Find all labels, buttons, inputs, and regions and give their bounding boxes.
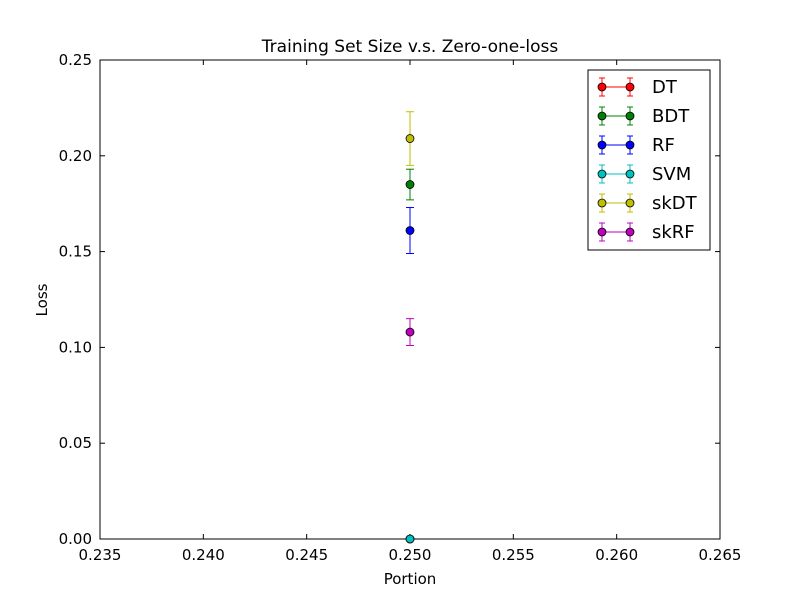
data-point-skDT [405, 134, 415, 143]
legend-marker [625, 111, 635, 121]
x-tick-label: 0.245 [285, 546, 328, 564]
legend-marker [625, 82, 635, 92]
y-tick-label: 0.00 [59, 530, 92, 548]
x-tick-label: 0.250 [389, 546, 432, 564]
legend-item-SVM: SVM [597, 164, 691, 185]
data-point-skRF [405, 327, 415, 337]
legend-item-skDT: skDT [597, 193, 698, 214]
series-BDT [405, 168, 415, 201]
y-tick-label: 0.15 [59, 243, 92, 261]
legend-marker [625, 198, 635, 208]
legend-label: RF [652, 135, 675, 156]
data-point-SVM [405, 534, 415, 544]
series-skDT [405, 111, 415, 166]
x-tick-label: 0.265 [699, 546, 742, 564]
y-tick-label: 0.10 [59, 338, 92, 356]
x-tick-label: 0.255 [492, 546, 535, 564]
legend-item-skRF: skRF [597, 222, 695, 243]
legend-frame [587, 69, 711, 251]
legend-item-BDT: BDT [597, 106, 690, 127]
x-tick-label: 0.260 [595, 546, 638, 564]
legend-item-DT: DT [597, 77, 678, 98]
x-axis-label: Portion [384, 570, 437, 588]
legend-marker [625, 140, 635, 150]
legend-label: DT [652, 77, 678, 98]
y-tick-label: 0.20 [59, 147, 92, 165]
legend-label: skRF [652, 222, 695, 243]
x-tick-label: 0.235 [79, 546, 122, 564]
series-RF [405, 207, 415, 255]
legend-label: SVM [652, 164, 691, 185]
data-point-RF [405, 226, 415, 235]
legend-marker [625, 227, 635, 237]
y-tick-label: 0.05 [59, 434, 92, 452]
legend-marker [597, 169, 607, 179]
y-axis-label: Loss [33, 283, 51, 316]
y-tick-label: 0.25 [59, 51, 92, 69]
x-tick-label: 0.240 [182, 546, 225, 564]
legend-marker [597, 227, 607, 237]
legend-item-RF: RF [597, 135, 675, 156]
series-SVM [405, 534, 415, 544]
legend: DT BDT RF SVM skDT skRF [587, 69, 711, 251]
legend-marker [597, 140, 607, 150]
legend-label: BDT [652, 106, 690, 127]
legend-marker [597, 111, 607, 121]
series-skRF [405, 318, 415, 346]
legend-marker [597, 198, 607, 208]
data-point-BDT [405, 180, 415, 189]
chart-title: Training Set Size v.s. Zero-one-loss [261, 37, 559, 57]
legend-marker [625, 169, 635, 179]
legend-label: skDT [652, 193, 698, 214]
legend-marker [597, 82, 607, 92]
